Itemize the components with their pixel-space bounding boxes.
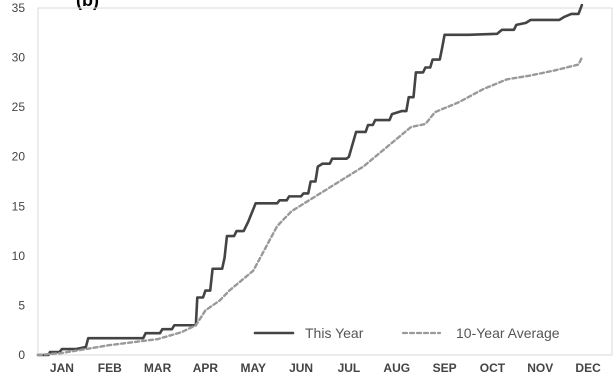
y-tick-label: 35 bbox=[12, 1, 26, 15]
x-tick-label: SEP bbox=[433, 361, 457, 375]
x-tick-label: AUG bbox=[383, 361, 410, 375]
x-tick-label: APR bbox=[193, 361, 219, 375]
series-line-10-year-average bbox=[36, 56, 584, 357]
y-axis: 0 5 10 15 20 25 30 35 bbox=[12, 1, 26, 362]
legend: This Year 10-Year Average bbox=[253, 325, 560, 341]
legend-10-year-average-label: 10-Year Average bbox=[456, 325, 560, 341]
x-tick-label: OCT bbox=[480, 361, 506, 375]
y-tick-label: 30 bbox=[12, 51, 26, 65]
x-tick-label: JUL bbox=[338, 361, 361, 375]
chart-title-fragment: (b) bbox=[76, 0, 99, 10]
y-tick-label: 25 bbox=[12, 100, 26, 114]
legend-this-year-label: This Year bbox=[305, 325, 364, 341]
plot-area bbox=[37, 7, 613, 356]
y-tick-label: 10 bbox=[12, 249, 26, 263]
x-axis: JAN FEB MAR APR MAY JUN JUL AUG SEP OCT NOV DEC bbox=[50, 361, 601, 375]
plot-border bbox=[37, 7, 613, 356]
x-tick-label: MAY bbox=[240, 361, 266, 375]
y-tick-label: 20 bbox=[12, 150, 26, 164]
x-tick-label: JAN bbox=[50, 361, 74, 375]
x-tick-label: FEB bbox=[98, 361, 122, 375]
y-tick-label: 5 bbox=[18, 298, 25, 312]
y-tick-label: 15 bbox=[12, 199, 26, 213]
x-tick-label: DEC bbox=[575, 361, 601, 375]
x-tick-label: MAR bbox=[144, 361, 172, 375]
x-tick-label: NOV bbox=[527, 361, 553, 375]
series-layer bbox=[36, 3, 584, 357]
x-tick-label: JUN bbox=[289, 361, 313, 375]
y-tick-label: 0 bbox=[18, 348, 25, 362]
series-line-this-year bbox=[36, 3, 584, 357]
